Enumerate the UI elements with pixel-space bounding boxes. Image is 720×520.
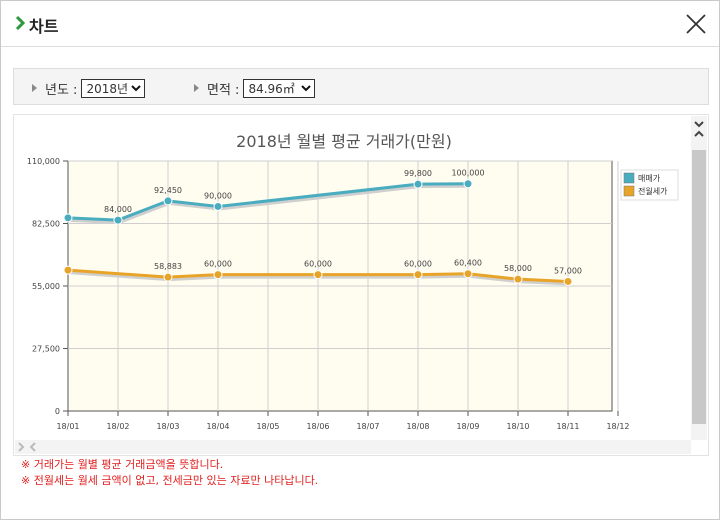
data-label: 57,000: [554, 266, 582, 275]
x-tick-label: 18/05: [256, 422, 279, 431]
data-point: [513, 274, 523, 284]
triangle-right-icon: [194, 84, 199, 92]
area-filter: 면적 : 84.96㎡: [194, 78, 316, 98]
data-label: 60,000: [304, 260, 332, 269]
y-tick-label: 82,500: [32, 220, 60, 229]
x-tick-label: 18/04: [206, 422, 229, 431]
data-label: 60,000: [404, 260, 432, 269]
year-filter: 년도 : 2018년: [32, 78, 146, 98]
legend-label: 전월세가: [638, 186, 668, 196]
y-tick-label: 0: [55, 407, 60, 416]
data-point: [413, 270, 423, 280]
x-tick-label: 18/01: [56, 422, 79, 431]
data-point: [163, 196, 173, 206]
chart-title: 2018년 월별 평균 거래가(만원): [236, 132, 452, 151]
notes: ※ 거래가는 월별 평균 거래금액을 뜻합니다. ※ 전월세는 월세 금액이 없…: [21, 457, 318, 489]
series-line-shadow: [68, 183, 470, 225]
data-point: [213, 201, 223, 211]
x-tick-label: 18/08: [406, 422, 429, 431]
series-line-2: [67, 268, 569, 283]
chevron-down-icon: [301, 84, 312, 91]
x-tick-label: 18/07: [356, 422, 379, 431]
data-point: [63, 265, 73, 275]
data-label: 99,800: [404, 169, 432, 178]
x-tick-label: 18/12: [606, 422, 629, 431]
year-select-value: 2018년: [86, 81, 129, 96]
close-icon[interactable]: [683, 11, 709, 37]
series-line-shadow: [68, 270, 570, 286]
data-point: [63, 213, 73, 223]
data-label: 84,000: [104, 205, 132, 214]
filter-bar: 년도 : 2018년 면적 : 84.96㎡: [13, 68, 709, 105]
data-label: 58,883: [154, 262, 182, 271]
line-chart: 2018년 월별 평균 거래가(만원) 0 27,500 55,000 82,500 11…: [27, 132, 679, 431]
data-label: 92,450: [154, 186, 182, 195]
y-tick-label: 27,500: [32, 345, 60, 354]
dialog-header: 차트: [1, 1, 719, 47]
x-tick-label: 18/09: [456, 422, 479, 431]
legend-swatch: [623, 185, 635, 197]
data-point: [113, 215, 123, 225]
data-point: [463, 179, 473, 189]
scroll-down-icon[interactable]: [691, 116, 707, 132]
year-label: 년도 :: [45, 82, 78, 98]
y-tick-label: 55,000: [32, 282, 60, 291]
year-select[interactable]: 2018년: [81, 78, 146, 98]
data-label: 60,000: [204, 260, 232, 269]
data-point: [163, 272, 173, 282]
x-tick-label: 18/02: [106, 422, 129, 431]
scroll-right-icon[interactable]: [15, 441, 27, 453]
area-select[interactable]: 84.96㎡: [243, 78, 316, 98]
y-tick-label: 110,000: [27, 157, 60, 166]
data-point: [413, 179, 423, 189]
chevron-down-icon: [131, 84, 142, 91]
area-select-value: 84.96㎡: [248, 81, 295, 96]
scroll-up-icon[interactable]: [691, 126, 707, 142]
scroll-left-icon[interactable]: [27, 441, 39, 453]
series-line-1: [67, 182, 469, 222]
data-point: [213, 270, 223, 280]
data-label: 90,000: [204, 191, 232, 200]
dialog-title: 차트: [29, 17, 59, 36]
x-tick-label: 18/03: [156, 422, 179, 431]
scrollbar-thumb[interactable]: [692, 150, 706, 424]
data-label: 58,000: [504, 264, 532, 273]
x-tick-label: 18/10: [506, 422, 529, 431]
triangle-right-icon: [32, 84, 37, 92]
data-label: 60,400: [454, 259, 482, 268]
data-point: [313, 270, 323, 280]
data-label: 100,000: [451, 169, 484, 178]
legend-swatch: [623, 172, 635, 184]
chart-panel: 2018년 월별 평균 거래가(만원) 0 27,500 55,000 82,500 11…: [13, 114, 709, 456]
horizontal-scrollbar[interactable]: [15, 440, 691, 454]
note-line: ※ 전월세는 월세 금액이 없고, 전세금만 있는 자료만 나타납니다.: [21, 474, 319, 487]
data-point: [463, 269, 473, 279]
legend-label: 매매가: [638, 174, 661, 183]
area-label: 면적 :: [207, 82, 240, 98]
data-point: [563, 276, 573, 286]
chevron-right-icon: [15, 15, 25, 31]
vertical-scrollbar[interactable]: [691, 116, 707, 440]
x-tick-label: 18/06: [306, 422, 329, 431]
x-tick-label: 18/11: [556, 422, 579, 431]
note-line: ※ 거래가는 월별 평균 거래금액을 뜻합니다.: [21, 458, 224, 471]
